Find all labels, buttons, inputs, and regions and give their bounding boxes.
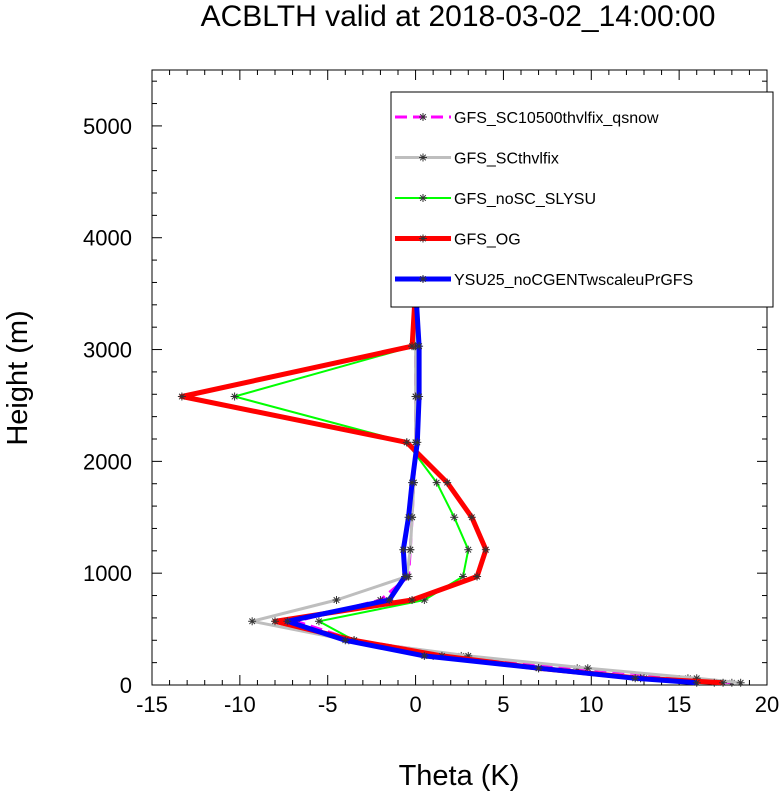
x-tick-label: 0	[409, 692, 421, 717]
x-tick-label: 10	[579, 692, 603, 717]
legend-item: GFS_OG	[395, 232, 521, 249]
x-tick-label: -15	[136, 692, 168, 717]
data-point	[177, 392, 186, 401]
data-point	[631, 674, 640, 683]
plot-area	[151, 69, 768, 686]
legend-item: YSU25_noCGENTwscaleuPrGFS	[395, 272, 693, 289]
data-point	[415, 392, 424, 401]
y-tick-label: 3000	[83, 338, 132, 363]
data-point	[432, 478, 441, 487]
data-point	[332, 596, 341, 605]
data-point	[406, 545, 415, 554]
data-point	[413, 438, 422, 447]
y-tick-label: 4000	[83, 226, 132, 251]
legend-label: GFS_SC10500thvlfix_qsnow	[454, 110, 659, 127]
x-tick-label: -5	[318, 692, 338, 717]
data-point	[481, 545, 490, 554]
data-point	[408, 596, 417, 605]
x-tick-label: 20	[755, 692, 779, 717]
x-tick-label: 5	[497, 692, 509, 717]
x-axis-title: Theta (K)	[399, 760, 520, 792]
legend-box	[390, 91, 774, 308]
data-point	[399, 545, 408, 554]
legend-item: GFS_noSC_SLYSU	[395, 191, 596, 208]
legend-item: GFS_SCthvlfix	[395, 151, 559, 168]
data-point	[583, 664, 592, 673]
legend-label: GFS_noSC_SLYSU	[454, 191, 596, 208]
data-point	[271, 617, 279, 626]
legend-item: GFS_SC10500thvlfix_qsnow	[395, 110, 659, 127]
data-point	[420, 651, 429, 660]
x-tick-label: -10	[224, 692, 256, 717]
legend-label: YSU25_noCGENTwscaleuPrGFS	[454, 272, 693, 289]
data-point	[464, 545, 473, 554]
data-point	[467, 513, 476, 522]
data-point	[719, 678, 728, 687]
y-tick-label: 1000	[83, 561, 132, 586]
data-point	[385, 596, 394, 605]
data-point	[314, 617, 323, 626]
plot-frame	[151, 69, 768, 686]
data-point	[473, 572, 482, 581]
data-point	[401, 572, 410, 581]
data-point	[443, 478, 452, 487]
data-point	[404, 513, 413, 522]
x-tick-label: 15	[667, 692, 691, 717]
data-point	[248, 617, 257, 626]
data-point	[736, 678, 745, 687]
legend: GFS_SC10500thvlfix_qsnow GFS_SCthvlfix GFS…	[390, 91, 774, 308]
data-point	[408, 478, 417, 487]
data-point	[230, 392, 239, 401]
data-point	[283, 617, 292, 626]
chart-title: ACBLTH valid at 2018-03-02_14:00:00	[201, 0, 716, 33]
data-point	[341, 636, 350, 645]
y-axis-title: Height (m)	[2, 310, 34, 445]
data-point	[402, 438, 411, 447]
legend-label: GFS_SCthvlfix	[454, 151, 559, 168]
data-point	[415, 342, 424, 351]
y-tick-label: 0	[120, 673, 132, 698]
legend-label: GFS_OG	[454, 232, 521, 249]
data-point	[450, 513, 459, 522]
data-point	[534, 664, 543, 673]
y-tick-label: 2000	[83, 449, 132, 474]
data-point	[692, 678, 701, 687]
y-tick-label: 5000	[83, 114, 132, 139]
axis-ticks: -15 -10 -5 0 5 10 15 20 0 1000 2000 3000 4000 5000	[83, 70, 779, 717]
data-point	[408, 342, 417, 351]
